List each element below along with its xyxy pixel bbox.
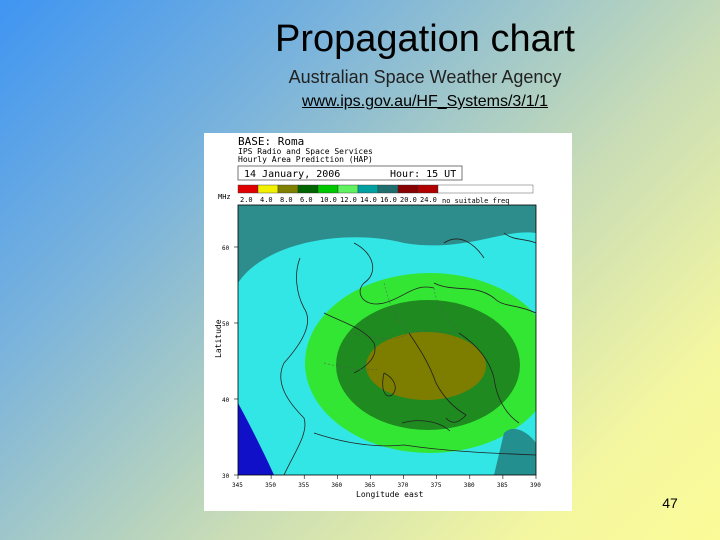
x-tick-label: 350 [265,482,276,489]
org-line-2: Hourly Area Prediction (HAP) [238,155,373,164]
legend-swatch [297,184,319,194]
legend-label: 24.0 [420,196,437,204]
no-suitable-label: no suitable freq [442,197,509,205]
legend-label: 8.0 [280,196,293,204]
date-label: 14 January, 2006 [244,169,340,180]
zone-teal-corner [494,428,536,475]
legend-swatch [257,184,279,194]
legend-label: 10.0 [320,196,337,204]
legend-label: 4.0 [260,196,273,204]
legend-swatch [317,184,339,194]
x-axis-label: Longitude east [356,490,424,499]
borders [323,282,460,370]
frequency-legend: 2.0 4.0 8.0 6.0 10.0 12.0 14.0 16.0 20.0 24.0 [237,184,534,204]
base-label: BASE: Roma [238,135,304,148]
y-tick-label: 60 [222,245,230,252]
slide-subtitle: Australian Space Weather Agency [288,67,562,87]
x-tick-label: 355 [298,482,309,489]
legend-swatch [417,184,439,194]
legend-swatch [237,184,259,194]
legend-swatch [277,184,299,194]
x-axis-ticks: 345 350 355 360 365 370 375 380 385 390 [232,475,541,489]
y-axis-ticks: 60 50 40 30 [222,245,238,480]
hour-label: Hour: 15 UT [390,169,456,180]
y-tick-label: 50 [222,321,230,328]
propagation-map-figure: BASE: Roma IPS Radio and Space Services … [204,133,572,511]
x-tick-label: 345 [232,482,243,489]
coastlines [280,232,536,475]
y-tick-label: 40 [222,397,230,404]
legend-label: 2.0 [240,196,253,204]
x-tick-label: 360 [331,482,342,489]
y-axis-label: Latitude [214,319,223,358]
legend-label: 12.0 [340,196,357,204]
x-tick-label: 370 [398,482,409,489]
legend-label: 16.0 [380,196,397,204]
legend-label: 20.0 [400,196,417,204]
map-area [238,205,536,475]
legend-swatch [357,184,379,194]
legend-label: 14.0 [360,196,377,204]
legend-swatch [377,184,399,194]
zone-blue [238,403,274,475]
zone-olive [366,332,486,400]
date-box [237,165,463,181]
slide-title: Propagation chart [275,18,575,60]
x-tick-label: 365 [364,482,375,489]
y-tick-label: 30 [222,473,230,480]
unit-label: MHz [218,193,231,201]
x-tick-label: 385 [497,482,508,489]
propagation-map-svg: BASE: Roma IPS Radio and Space Services … [214,135,541,499]
x-tick-label: 375 [431,482,442,489]
legend-label: 6.0 [300,196,313,204]
x-tick-label: 390 [530,482,541,489]
source-link[interactable]: www.ips.gov.au/HF_Systems/3/1/1 [301,93,549,110]
legend-no-suitable-swatch [437,184,534,194]
legend-swatch [397,184,419,194]
legend-swatch [337,184,359,194]
x-tick-label: 380 [464,482,475,489]
org-line-1: IPS Radio and Space Services [238,147,373,156]
map-frame [237,204,537,476]
page-number: 47 [662,495,678,511]
